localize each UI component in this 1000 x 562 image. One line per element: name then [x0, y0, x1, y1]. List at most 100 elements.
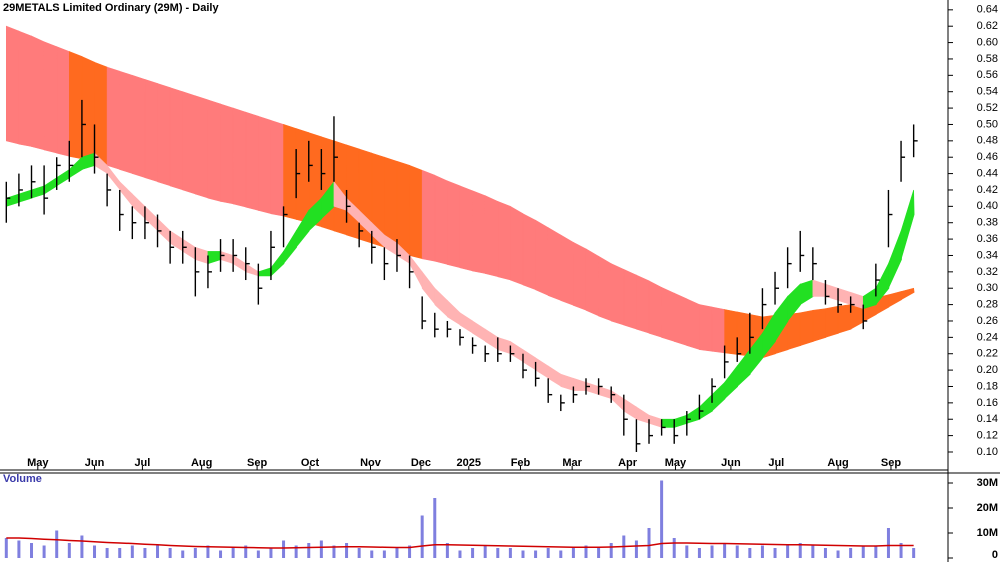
y-tick-label: 0.44: [977, 167, 998, 179]
volume-bar: [899, 543, 903, 558]
y-tick-label: 0.50: [977, 118, 998, 130]
short-band-segment: [711, 381, 726, 412]
long-band-segment: [459, 185, 474, 272]
volume-bar: [798, 543, 802, 558]
long-band-segment: [799, 309, 814, 346]
volume-bar: [105, 548, 109, 558]
volume-bar: [319, 540, 323, 558]
x-tick-label: Oct: [301, 457, 320, 469]
long-band-segment: [69, 51, 83, 160]
bands: [6, 25, 915, 428]
x-tick-label: May: [665, 457, 687, 469]
y-tick-label: 0.46: [977, 151, 998, 163]
short-band-segment: [888, 230, 902, 289]
short-band-segment: [295, 209, 310, 249]
short-band-segment: [762, 311, 776, 359]
long-band-segment: [207, 99, 222, 202]
y-tick-label: 30M: [977, 477, 998, 489]
volume-bar: [559, 550, 563, 558]
x-tick-label: Sep: [247, 457, 267, 469]
x-tick-label: May: [27, 457, 49, 469]
volume-bar: [458, 550, 462, 558]
long-band-segment: [94, 61, 108, 166]
long-band-segment: [736, 311, 751, 357]
volume-bar: [571, 548, 575, 558]
long-band-segment: [195, 95, 209, 199]
volume-bar: [773, 548, 777, 558]
long-band-segment: [484, 195, 499, 278]
long-band-segment: [81, 56, 96, 163]
short-band-segment: [900, 189, 915, 260]
long-band-segment: [686, 298, 701, 351]
y-tick-label: 0.30: [977, 282, 998, 294]
long-band-segment: [598, 255, 613, 322]
y-tick-label: 0.14: [977, 413, 998, 425]
y-tick-label: 0.56: [977, 69, 998, 81]
long-band-segment: [585, 248, 600, 317]
long-band-segment: [295, 128, 310, 224]
y-tick-label: 0.54: [977, 86, 998, 98]
x-tick-label: 2025: [457, 457, 481, 469]
long-band-segment: [283, 124, 297, 220]
y-tick-label: 0.18: [977, 380, 998, 392]
short-band-segment: [724, 365, 739, 400]
volume-bar: [67, 543, 71, 558]
long-band-segment: [409, 164, 423, 260]
long-band-segment: [434, 174, 449, 265]
short-band-segment: [749, 332, 764, 376]
long-band-segment: [157, 83, 171, 187]
y-tick-label: 0.24: [977, 331, 998, 343]
volume-bar: [660, 480, 664, 558]
x-tick-label: Apr: [618, 457, 638, 469]
volume-bar: [395, 548, 399, 558]
long-band-segment: [472, 190, 486, 274]
volume-bar: [672, 538, 676, 558]
volume-bar: [471, 548, 475, 558]
x-tick-label: Dec: [411, 457, 431, 469]
x-tick-label: Jul: [768, 457, 784, 469]
volume-bar: [710, 545, 714, 558]
volume-bar: [294, 545, 298, 558]
long-band-segment: [144, 79, 159, 183]
y-tick-label: 0.28: [977, 299, 998, 311]
y-tick-label: 0.16: [977, 397, 998, 409]
long-band-segment: [661, 286, 676, 342]
volume-bar: [30, 543, 34, 558]
volume-bar: [256, 550, 260, 558]
long-band-segment: [346, 144, 360, 240]
short-band-segment: [875, 263, 890, 306]
y-tick-label: 0.36: [977, 233, 998, 245]
y-tick-label: 0.64: [977, 4, 998, 16]
volume-bar: [206, 545, 210, 558]
volume-bar: [433, 498, 437, 558]
volume-bar: [723, 543, 727, 558]
y-tick-label: 20M: [977, 502, 998, 514]
volume-title: Volume: [3, 473, 42, 485]
x-tick-label: Jun: [85, 457, 105, 469]
volume-bar: [307, 543, 311, 558]
volume-bar: [193, 548, 197, 558]
short-band-segment: [661, 418, 676, 428]
volume-bar: [382, 550, 386, 558]
volume-bar: [521, 550, 525, 558]
long-band-segment: [623, 268, 638, 330]
y-tick-label: 0.20: [977, 364, 998, 376]
chart-title: 29METALS Limited Ordinary (29M) - Daily: [3, 2, 219, 14]
y-tick-label: 0.26: [977, 315, 998, 327]
long-band-segment: [169, 87, 184, 191]
long-band-segment: [610, 263, 625, 326]
long-band-segment: [421, 169, 436, 262]
y-tick-label: 0.10: [977, 446, 998, 458]
short-band-segment: [736, 348, 751, 388]
long-band-segment: [6, 25, 20, 145]
y-tick-label: 0.32: [977, 266, 998, 278]
volume-bar: [143, 548, 147, 558]
volume-bar: [786, 545, 790, 558]
long-band-segment: [699, 304, 713, 352]
long-band-segment: [812, 308, 827, 342]
volume-bar: [685, 545, 689, 558]
volume-bar: [836, 550, 840, 558]
long-band-segment: [220, 103, 234, 205]
volume-bar: [584, 545, 588, 558]
